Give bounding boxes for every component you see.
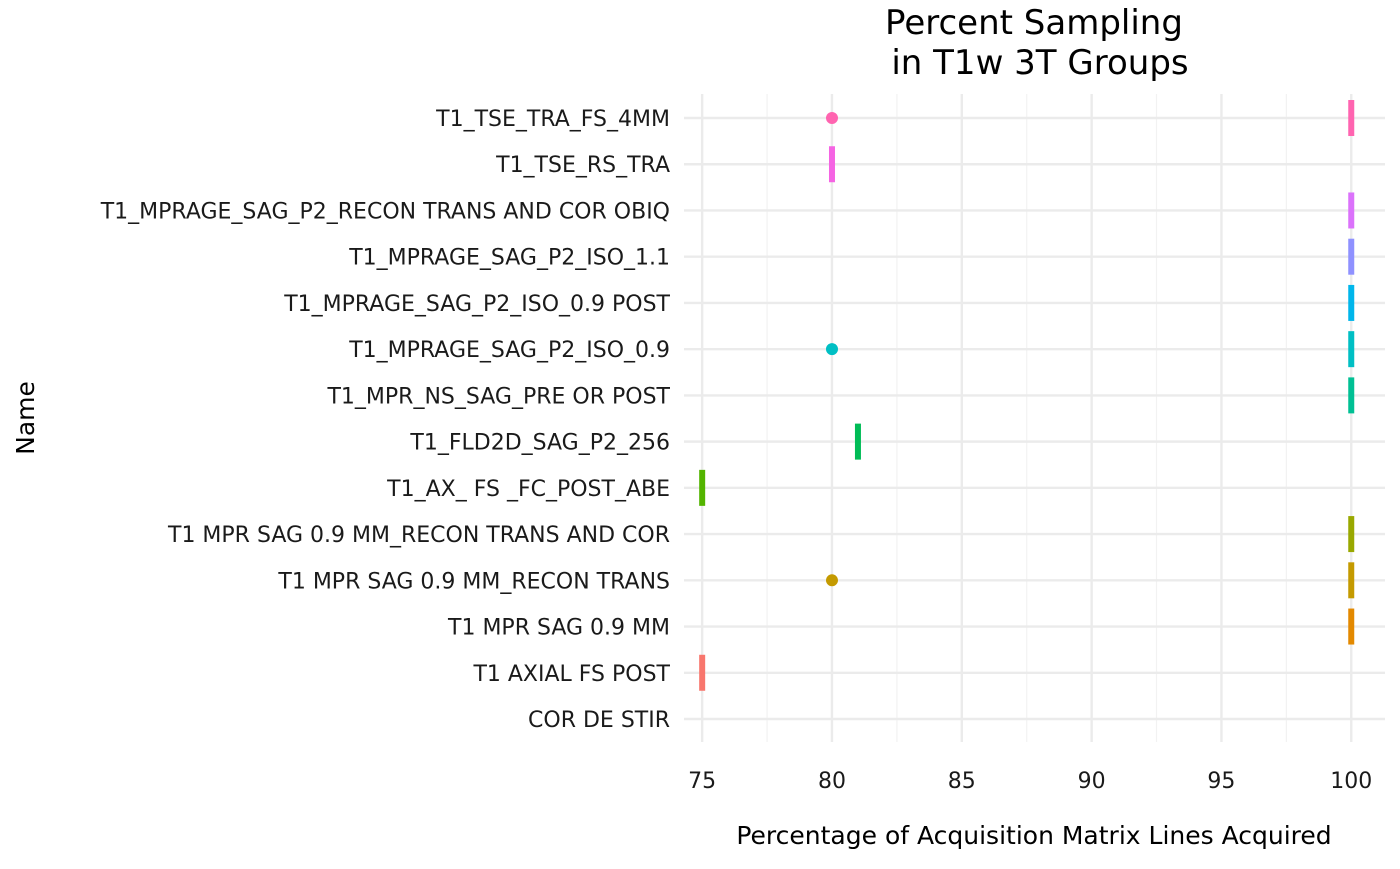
data-mark [1348,192,1355,229]
data-marks [699,100,1355,691]
y-tick-label: T1_MPRAGE_SAG_P2_RECON TRANS AND COR OBI… [100,199,670,224]
y-tick-label: T1 MPR SAG 0.9 MM [447,616,670,641]
y-tick-label: T1_AX_ FS _FC_POST_ABE [386,477,670,502]
data-mark [1348,377,1355,414]
data-mark [699,654,706,691]
y-tick-label: COR DE STIR [528,708,670,733]
y-tick-label: T1_MPRAGE_SAG_P2_ISO_1.1 [348,246,670,271]
data-mark [1348,284,1355,321]
x-tick-label: 85 [948,769,976,794]
data-point [825,112,838,125]
data-mark [828,146,835,183]
y-tick-label: T1 AXIAL FS POST [472,662,670,687]
x-tick-label: 80 [818,769,846,794]
data-mark [699,469,706,506]
data-mark [1348,516,1355,553]
y-tick-label: T1_MPRAGE_SAG_P2_ISO_0.9 POST [283,292,670,317]
chart-title-line-2: in T1w 3T Groups [891,43,1188,83]
x-axis-title: Percentage of Acquisition Matrix Lines A… [736,821,1331,850]
x-tick-label: 95 [1207,769,1235,794]
data-mark [1348,238,1355,275]
y-tick-label: T1_TSE_TRA_FS_4MM [435,107,670,132]
data-mark [1348,100,1355,137]
data-mark [1348,562,1355,599]
y-axis-title: Name [11,381,40,455]
y-tick-label: T1_FLD2D_SAG_P2_256 [409,431,670,456]
grid [684,94,1385,742]
data-mark [1348,608,1355,645]
x-tick-labels: 75 80 85 90 95 100 [688,769,1372,794]
data-point [825,343,838,356]
data-mark [1348,331,1355,368]
x-tick-label: 90 [1078,769,1106,794]
y-tick-label: T1 MPR SAG 0.9 MM_RECON TRANS [277,569,670,594]
y-tick-labels: COR DE STIR T1 AXIAL FS POST T1 MPR SAG 0.… [100,107,671,733]
y-tick-label: T1_TSE_RS_TRA [495,153,670,178]
chart-title-line-1: Percent Sampling [885,3,1183,43]
y-tick-label: T1_MPRAGE_SAG_P2_ISO_0.9 [348,338,670,363]
y-tick-label: T1_MPR_NS_SAG_PRE OR POST [326,384,670,409]
data-mark [854,423,861,460]
data-point [825,574,838,587]
x-tick-label: 100 [1330,769,1372,794]
x-tick-label: 75 [688,769,716,794]
y-tick-label: T1 MPR SAG 0.9 MM_RECON TRANS AND COR [167,523,670,548]
